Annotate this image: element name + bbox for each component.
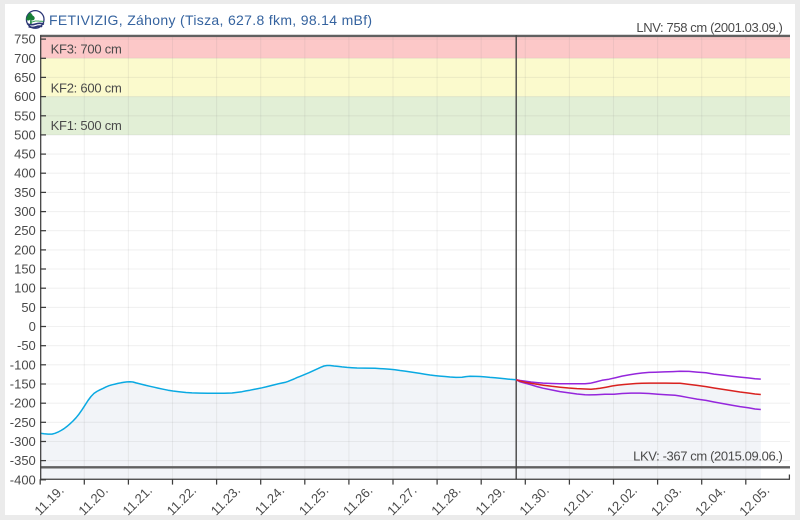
svg-text:550: 550	[14, 108, 36, 123]
svg-text:FETIVIZIG, Záhony (Tisza, 627.: FETIVIZIG, Záhony (Tisza, 627.8 fkm, 98.…	[49, 12, 372, 28]
svg-text:LNV: 758 cm (2001.03.09.): LNV: 758 cm (2001.03.09.)	[636, 20, 782, 35]
svg-text:-50: -50	[17, 338, 36, 353]
svg-text:50: 50	[21, 300, 35, 315]
svg-text:0: 0	[29, 319, 36, 334]
svg-text:200: 200	[14, 242, 36, 257]
svg-text:150: 150	[14, 262, 36, 277]
svg-text:350: 350	[14, 185, 36, 200]
svg-text:-150: -150	[10, 377, 36, 392]
svg-text:-350: -350	[10, 453, 36, 468]
svg-text:-200: -200	[10, 396, 36, 411]
svg-text:400: 400	[14, 166, 36, 181]
svg-text:750: 750	[14, 32, 36, 47]
svg-text:-400: -400	[10, 472, 36, 487]
svg-text:650: 650	[14, 70, 36, 85]
svg-text:KF3: 700 cm: KF3: 700 cm	[51, 42, 122, 57]
svg-text:-250: -250	[10, 415, 36, 430]
svg-text:-100: -100	[10, 357, 36, 372]
svg-text:300: 300	[14, 204, 36, 219]
svg-text:250: 250	[14, 223, 36, 238]
svg-text:600: 600	[14, 89, 36, 104]
svg-text:KF1: 500 cm: KF1: 500 cm	[51, 118, 122, 133]
svg-text:-300: -300	[10, 434, 36, 449]
svg-text:700: 700	[14, 51, 36, 66]
svg-text:KF2: 600 cm: KF2: 600 cm	[51, 80, 122, 95]
svg-text:LKV: -367 cm (2015.09.06.): LKV: -367 cm (2015.09.06.)	[633, 448, 782, 463]
svg-text:100: 100	[14, 281, 36, 296]
svg-text:500: 500	[14, 127, 36, 142]
svg-text:450: 450	[14, 147, 36, 162]
